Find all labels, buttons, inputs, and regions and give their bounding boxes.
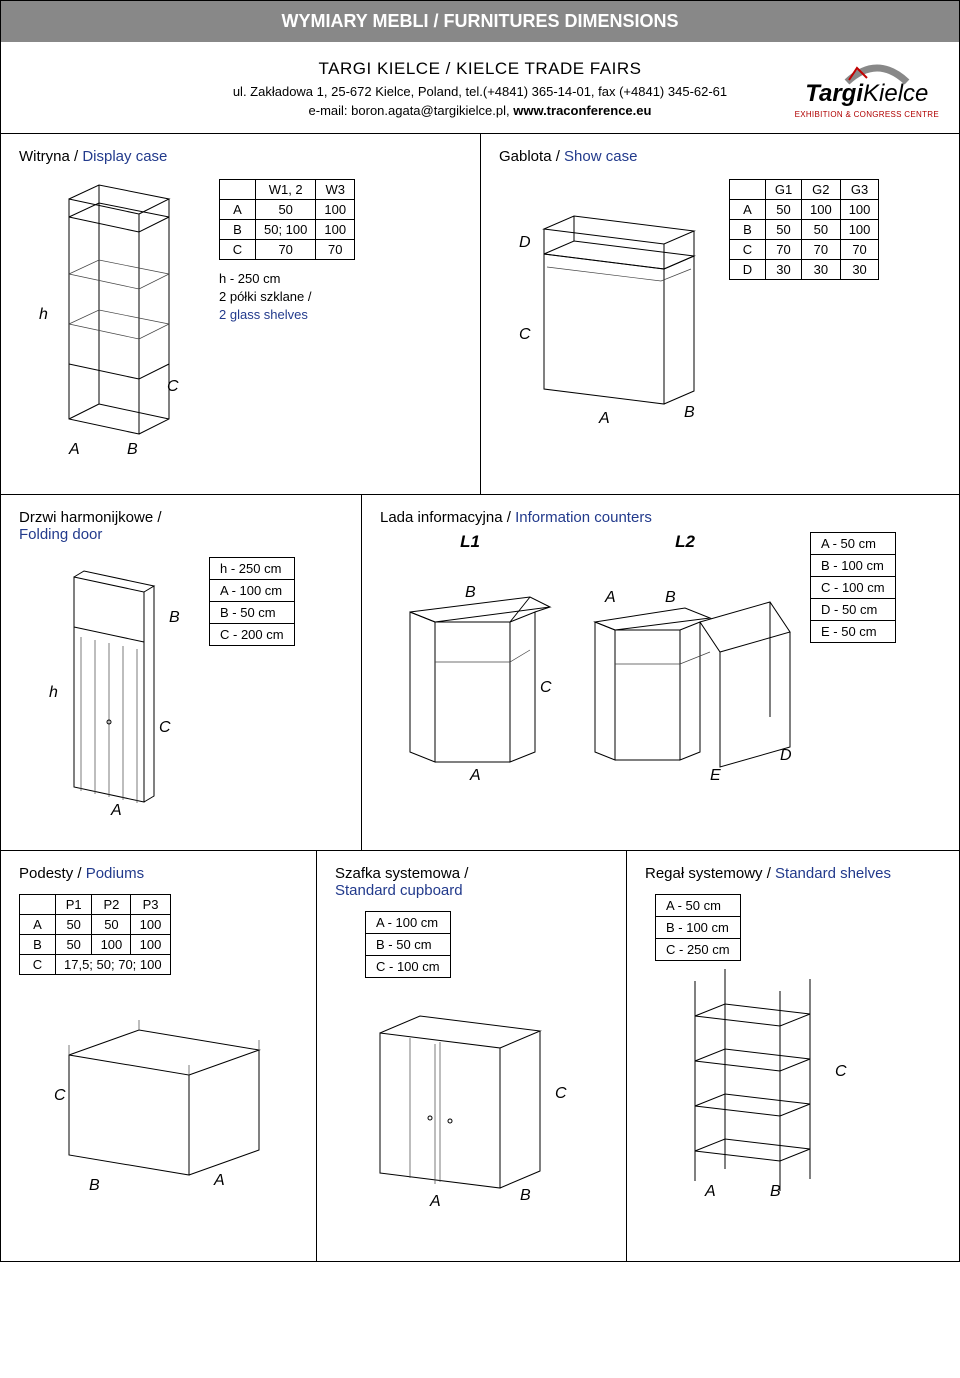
svg-text:D: D [780,747,792,764]
sketch-lada-l1: B C A [380,552,560,782]
svg-text:h: h [49,684,58,701]
heading-podesty: Podesty / Podiums [19,865,298,882]
svg-text:B: B [520,1187,531,1204]
svg-text:B: B [89,1177,100,1194]
heading-witryna: Witryna / Display case [19,148,462,165]
cell-gablota: Gablota / Show case [480,134,959,494]
cell-drzwi: Drzwi harmonijkowe / Folding door [1,495,361,850]
svg-text:A: A [213,1172,225,1189]
svg-text:h: h [39,306,48,323]
sketch-podesty: C B A [19,975,279,1195]
header-line1: TARGI KIELCE / KIELCE TRADE FAIRS [233,56,727,82]
cell-podesty: Podesty / Podiums P1P2P3 A5050100 B50100… [1,851,316,1261]
sketch-witryna: h C A B [19,179,199,462]
heading-lada: Lada informacyjna / Information counters [380,509,941,526]
svg-text:B: B [169,609,180,626]
header-line3: e-mail: boron.agata@targikielce.pl, www.… [233,101,727,121]
list-lada: A - 50 cm B - 100 cm C - 100 cm D - 50 c… [810,532,896,643]
gablota-dims: G1G2G3 A50100100 B5050100 C707070 D30303… [729,179,879,280]
svg-text:E: E [710,767,721,782]
list-regal: A - 50 cm B - 100 cm C - 250 cm [655,894,741,961]
title-bar: WYMIARY MEBLI / FURNITURES DIMENSIONS [1,1,959,42]
cell-regal: Regał systemowy / Standard shelves A - 5… [626,851,959,1261]
table-witryna: W1, 2W3 A50100 B50; 100100 C7070 [219,179,355,260]
svg-text:C: C [167,378,179,395]
page: WYMIARY MEBLI / FURNITURES DIMENSIONS TA… [0,0,960,1262]
sketch-lada-l2: A B D E [570,552,800,782]
cell-witryna: Witryna / Display case [1,134,480,494]
svg-text:B: B [770,1183,781,1200]
svg-text:A: A [604,589,616,606]
heading-drzwi: Drzwi harmonijkowe / Folding door [19,509,343,543]
table-podesty: P1P2P3 A5050100 B50100100 C17,5; 50; 70;… [19,894,171,975]
svg-text:A: A [110,802,122,817]
heading-szafka: Szafka systemowa / Standard cupboard [335,865,608,899]
drzwi-dims: h - 250 cm A - 100 cm B - 50 cm C - 200 … [209,557,295,646]
lada-l2: L2 [570,532,800,785]
sketch-drzwi: B C h A [19,557,189,820]
svg-text:B: B [465,584,476,601]
logo-brand: TargiKielce [795,80,939,108]
row-2: Drzwi harmonijkowe / Folding door [1,494,959,850]
svg-text:A: A [429,1193,441,1208]
header-line2: ul. Zakładowa 1, 25-672 Kielce, Poland, … [233,82,727,102]
logo: TargiKielce EXHIBITION & CONGRESS CENTRE [795,60,939,119]
witryna-dims: W1, 2W3 A50100 B50; 100100 C7070 h - 250… [219,179,355,325]
svg-text:B: B [127,441,138,458]
row-1: Witryna / Display case [1,133,959,494]
logo-tagline: EXHIBITION & CONGRESS CENTRE [795,110,939,119]
svg-text:B: B [665,589,676,606]
svg-text:C: C [519,326,531,343]
svg-text:C: C [835,1063,847,1080]
svg-text:A: A [598,410,610,427]
cell-lada: Lada informacyjna / Information counters… [361,495,959,850]
header-text: TARGI KIELCE / KIELCE TRADE FAIRS ul. Za… [233,56,727,121]
row-3: Podesty / Podiums P1P2P3 A5050100 B50100… [1,850,959,1261]
svg-text:C: C [54,1087,66,1104]
table-gablota: G1G2G3 A50100100 B5050100 C707070 D30303… [729,179,879,280]
svg-text:C: C [555,1085,567,1102]
svg-text:C: C [540,679,552,696]
list-drzwi: h - 250 cm A - 100 cm B - 50 cm C - 200 … [209,557,295,646]
sketch-gablota: D C A B [499,179,709,432]
svg-text:B: B [684,404,695,421]
header: TARGI KIELCE / KIELCE TRADE FAIRS ul. Za… [1,42,959,133]
lada-l1: L1 B C A [380,532,560,785]
lada-dims: A - 50 cm B - 100 cm C - 100 cm D - 50 c… [810,532,896,643]
heading-gablota: Gablota / Show case [499,148,941,165]
svg-text:A: A [704,1183,716,1200]
svg-text:D: D [519,234,531,251]
sketch-szafka: C A B [335,978,595,1208]
cell-szafka: Szafka systemowa / Standard cupboard A -… [316,851,626,1261]
svg-text:C: C [159,719,171,736]
sketch-regal: C A B [645,961,875,1201]
svg-text:A: A [68,441,80,458]
witryna-note: h - 250 cm 2 półki szklane / 2 glass she… [219,270,355,325]
heading-regal: Regał systemowy / Standard shelves [645,865,941,882]
svg-text:A: A [469,767,481,782]
title-text: WYMIARY MEBLI / FURNITURES DIMENSIONS [281,11,678,31]
list-szafka: A - 100 cm B - 50 cm C - 100 cm [365,911,451,978]
